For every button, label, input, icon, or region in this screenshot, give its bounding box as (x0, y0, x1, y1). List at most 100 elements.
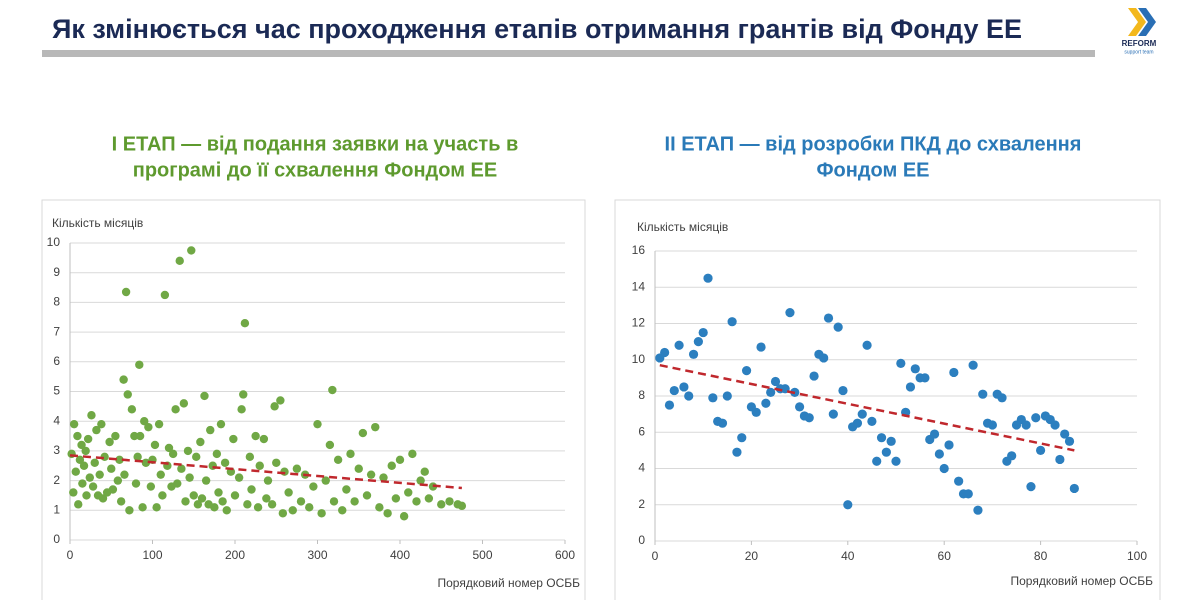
data-point (240, 318, 250, 328)
data-point (229, 434, 238, 444)
data-point (85, 473, 95, 482)
data-point (737, 433, 747, 443)
data-point (756, 342, 766, 352)
data-point (292, 464, 302, 473)
data-point (183, 446, 193, 456)
data-point (247, 485, 256, 494)
data-point (73, 431, 82, 441)
data-point (259, 434, 269, 444)
y-tick-label: 3 (53, 443, 60, 457)
data-point (1036, 445, 1046, 455)
data-point (115, 455, 124, 465)
x-axis-label: Порядковий номер ОСББ (1011, 574, 1154, 588)
data-point (819, 353, 829, 363)
chart-frame (614, 199, 1161, 605)
data-point (944, 440, 954, 450)
trend-line (659, 363, 1075, 452)
y-tick-label: 0 (53, 532, 60, 546)
data-point (751, 407, 761, 417)
data-point (237, 405, 246, 414)
data-point (154, 419, 164, 429)
y-tick-label: 10 (47, 235, 61, 249)
data-point (329, 497, 339, 506)
data-point (338, 506, 347, 515)
data-point (87, 411, 96, 420)
data-point (973, 505, 983, 515)
data-point (886, 436, 896, 446)
data-point (120, 470, 129, 479)
data-point (125, 506, 134, 515)
data-point (741, 366, 752, 376)
data-point (761, 398, 771, 408)
data-point (1055, 454, 1065, 465)
y-tick-label: 6 (638, 424, 645, 438)
x-tick-label: 0 (652, 549, 659, 563)
data-point (954, 476, 964, 486)
logo-chevron (1128, 8, 1146, 36)
data-point (978, 389, 988, 399)
data-point (245, 452, 255, 462)
data-point (152, 503, 161, 512)
data-point (404, 488, 413, 497)
data-point (116, 497, 126, 506)
data-point (83, 434, 93, 444)
data-point (133, 452, 142, 462)
data-point (181, 497, 190, 506)
data-point (210, 503, 219, 512)
data-point (280, 467, 289, 476)
y-tick-label: 12 (632, 316, 646, 330)
y-tick-label: 16 (632, 243, 646, 257)
data-point (387, 461, 396, 470)
data-point (688, 349, 699, 359)
x-tick-label: 100 (142, 548, 162, 562)
y-axis-label: Кількість місяців (52, 216, 143, 230)
data-point (674, 340, 684, 350)
data-point (111, 431, 120, 441)
data-point (698, 327, 708, 338)
data-point (437, 500, 446, 509)
slide-title: Як змінюється час проходження етапів отр… (52, 14, 1022, 44)
data-point (81, 446, 90, 456)
data-point (105, 437, 114, 447)
data-point (168, 449, 178, 459)
data-point (328, 385, 337, 395)
data-point (164, 443, 174, 453)
data-point (90, 458, 99, 467)
data-point (135, 360, 144, 369)
data-point (200, 391, 209, 401)
data-point (795, 402, 805, 412)
data-point (138, 503, 147, 512)
chart-title: Фондом ЕЕ (816, 159, 929, 181)
y-tick-label: 2 (53, 473, 60, 487)
data-point (722, 391, 732, 401)
data-point (366, 470, 376, 479)
logo-tagline: support team (1124, 49, 1153, 55)
y-tick-label: 7 (53, 324, 60, 338)
data-point (284, 488, 293, 497)
data-point (196, 437, 205, 447)
data-point (997, 393, 1007, 403)
data-point (968, 360, 978, 370)
data-point (144, 422, 153, 432)
data-point (119, 375, 128, 384)
data-point (896, 358, 906, 368)
data-point (1060, 429, 1070, 439)
y-tick-label: 14 (632, 279, 646, 293)
data-point (934, 449, 944, 459)
data-point (192, 452, 201, 462)
data-point (146, 482, 156, 491)
data-point (173, 479, 182, 488)
data-point (949, 367, 959, 378)
data-point (823, 313, 834, 323)
x-tick-label: 40 (841, 549, 855, 563)
data-point (321, 476, 330, 485)
data-point (95, 470, 104, 479)
data-point (69, 419, 79, 429)
data-point (179, 399, 189, 408)
data-point (379, 473, 388, 482)
data-point (216, 419, 226, 429)
data-point (963, 489, 973, 499)
y-tick-label: 4 (638, 461, 645, 475)
logo-chevron (1138, 8, 1156, 36)
data-point (727, 317, 737, 327)
